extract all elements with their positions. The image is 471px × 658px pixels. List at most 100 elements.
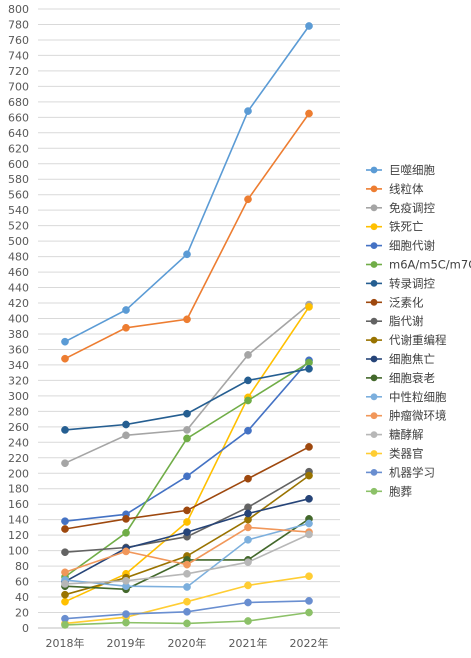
x-tick-label: 2021年 xyxy=(229,636,268,650)
y-tick-label: 500 xyxy=(8,235,29,248)
data-point xyxy=(61,621,69,629)
data-point xyxy=(183,409,191,418)
legend-label: m6A/m5C/m7G xyxy=(389,258,471,272)
y-tick-label: 800 xyxy=(8,3,29,16)
data-point xyxy=(305,443,313,451)
data-point xyxy=(61,525,69,533)
series-lines xyxy=(61,22,313,629)
series-10 xyxy=(61,494,313,586)
data-point xyxy=(183,518,191,526)
legend-label: 细胞焦亡 xyxy=(389,352,435,366)
y-tick-label: 260 xyxy=(8,421,29,434)
y-tick-label: 680 xyxy=(8,96,29,109)
series-7 xyxy=(61,443,313,533)
data-point xyxy=(61,548,69,557)
data-point xyxy=(122,528,130,537)
data-point xyxy=(244,376,252,385)
data-point xyxy=(61,568,69,577)
y-tick-label: 720 xyxy=(8,65,29,78)
y-tick-label: 740 xyxy=(8,49,29,62)
legend-label: 铁死亡 xyxy=(389,220,424,234)
x-tick-label: 2018年 xyxy=(46,636,85,650)
legend-label: 机器学习 xyxy=(389,465,435,479)
series-17 xyxy=(61,608,313,629)
y-tick-label: 340 xyxy=(8,359,29,372)
series-1 xyxy=(61,109,313,363)
data-point xyxy=(244,581,252,590)
legend-item: 巨噬细胞 xyxy=(366,163,435,177)
data-point xyxy=(183,506,191,515)
y-tick-label: 400 xyxy=(8,313,29,326)
x-tick-label: 2019年 xyxy=(107,636,146,650)
data-point xyxy=(305,109,313,118)
legend-label: 糖酵解 xyxy=(389,428,424,442)
data-point xyxy=(61,337,69,346)
legend-item: 细胞代谢 xyxy=(366,239,435,253)
y-tick-label: 300 xyxy=(8,390,29,403)
data-point xyxy=(305,519,313,528)
y-tick-label: 220 xyxy=(8,452,29,465)
y-tick-label: 380 xyxy=(8,328,29,341)
series-16 xyxy=(61,597,313,623)
data-point xyxy=(305,303,313,311)
series-14 xyxy=(61,530,313,588)
y-tick-label: 0 xyxy=(22,622,29,635)
data-point xyxy=(183,569,191,578)
data-point xyxy=(122,576,130,585)
legend-marker xyxy=(370,317,378,325)
data-point xyxy=(122,431,130,440)
data-point xyxy=(244,523,252,532)
y-tick-label: 600 xyxy=(8,158,29,171)
data-point xyxy=(183,315,191,324)
legend-marker xyxy=(370,166,378,174)
data-point xyxy=(244,617,252,625)
data-point xyxy=(244,396,252,405)
data-point xyxy=(305,364,313,373)
data-point xyxy=(61,354,69,363)
legend-item: 胞葬 xyxy=(366,484,412,498)
legend-label: 细胞代谢 xyxy=(389,239,435,253)
data-point xyxy=(61,597,69,606)
legend-item: 脂代谢 xyxy=(366,314,424,328)
y-tick-label: 520 xyxy=(8,220,29,233)
legend-label: 泛素化 xyxy=(389,295,424,309)
legend-item: 线粒体 xyxy=(366,182,424,196)
y-tick-label: 760 xyxy=(8,34,29,47)
legend-label: 脂代谢 xyxy=(389,314,424,328)
data-point xyxy=(305,530,313,539)
y-tick-label: 100 xyxy=(8,545,29,558)
y-tick-label: 20 xyxy=(15,607,29,620)
legend-item: 铁死亡 xyxy=(366,220,424,234)
x-tick-label: 2022年 xyxy=(290,636,329,650)
legend-label: 胞葬 xyxy=(389,484,412,498)
legend-marker xyxy=(370,204,378,212)
legend-marker xyxy=(370,298,378,306)
data-point xyxy=(61,426,69,434)
data-point xyxy=(244,558,252,567)
legend-label: 肿瘤微环境 xyxy=(389,409,447,423)
y-tick-label: 280 xyxy=(8,405,29,418)
legend-item: 转录调控 xyxy=(366,276,435,290)
data-point xyxy=(305,597,313,605)
data-point xyxy=(183,560,191,569)
series-15 xyxy=(61,572,313,628)
data-point xyxy=(244,509,252,518)
x-tick-label: 2020年 xyxy=(168,636,207,650)
legend-label: 线粒体 xyxy=(389,182,424,196)
data-point xyxy=(122,306,130,314)
legend-marker xyxy=(370,393,378,401)
y-tick-label: 540 xyxy=(8,204,29,217)
y-tick-label: 80 xyxy=(15,560,29,573)
y-tick-label: 620 xyxy=(8,142,29,155)
data-point xyxy=(183,619,191,628)
data-point xyxy=(305,471,313,480)
legend-marker xyxy=(370,355,378,363)
legend-marker xyxy=(370,450,378,457)
data-point xyxy=(244,598,252,607)
y-tick-label: 580 xyxy=(8,173,29,186)
series-line xyxy=(64,368,310,431)
legend-item: 肿瘤微环境 xyxy=(366,409,447,423)
legend-marker xyxy=(370,242,378,250)
series-line xyxy=(64,25,310,343)
